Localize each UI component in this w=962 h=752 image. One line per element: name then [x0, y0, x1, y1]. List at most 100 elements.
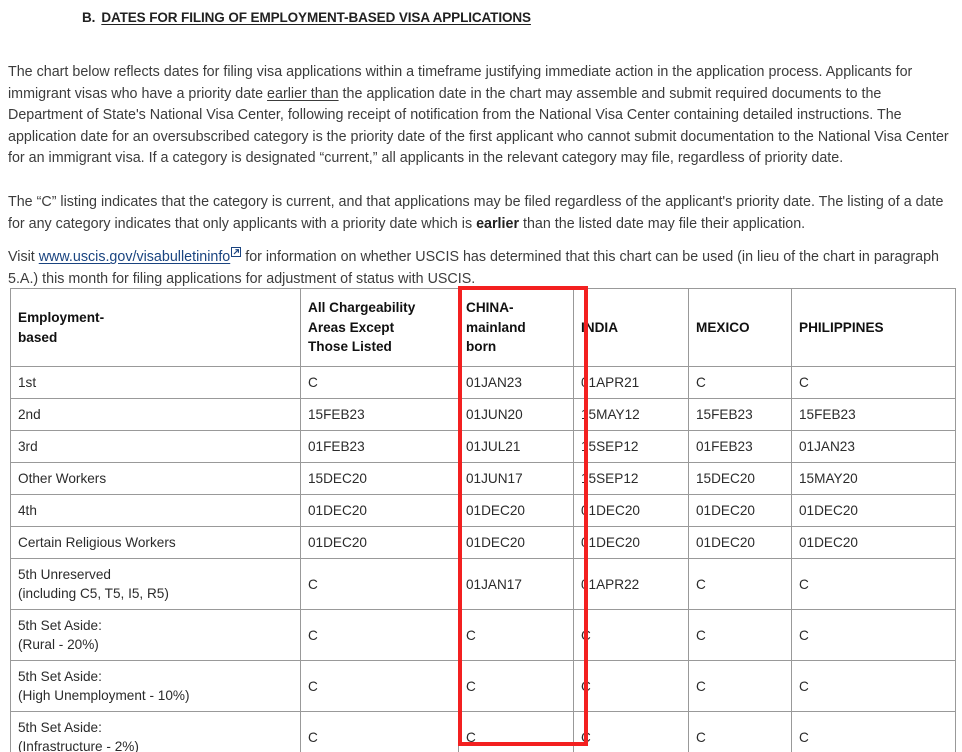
header-line-1: Employment-: [18, 310, 105, 325]
table-row: 4th 01DEC20 01DEC20 01DEC20 01DEC20 01DEC20: [10, 494, 956, 527]
cell-philippines: C: [791, 366, 956, 399]
employment-based-filing-dates-table: Employment- based All Chargeability Area…: [10, 288, 956, 752]
header-line-2: Areas Except: [308, 319, 395, 335]
para2-part1: The “C” listing indicates that the categ…: [8, 194, 944, 232]
section-letter: B.: [82, 10, 96, 25]
cell-india: 01APR22: [573, 558, 689, 610]
para2-bold-word: earlier: [476, 215, 520, 232]
header-line-1: MEXICO: [696, 319, 750, 335]
category-line-1: Other Workers: [18, 471, 107, 486]
table-row: 2nd 15FEB23 01JUN20 15MAY12 15FEB23 15FEB23: [10, 398, 956, 431]
header-line-2: mainland: [466, 319, 526, 335]
cell-china-mainland-born: 01DEC20: [458, 526, 574, 559]
cell-india: 15MAY12: [573, 398, 689, 431]
cell-mexico: C: [688, 558, 792, 610]
cell-category: 5th Set Aside: (High Unemployment - 10%): [10, 660, 301, 712]
cell-mexico: 15FEB23: [688, 398, 792, 431]
cell-mexico: 15DEC20: [688, 462, 792, 495]
table-row: 1st C 01JAN23 01APR21 C C: [10, 366, 956, 399]
cell-india: 01DEC20: [573, 526, 689, 559]
para3-part1: Visit: [8, 249, 39, 266]
cell-mexico: 01FEB23: [688, 430, 792, 463]
cell-mexico: C: [688, 711, 792, 752]
cell-philippines: 01DEC20: [791, 526, 956, 559]
category-line-1: 3rd: [18, 439, 38, 454]
table-row: 5th Set Aside: (Infrastructure - 2%) C C C C C: [10, 711, 956, 752]
cell-mexico: 01DEC20: [688, 526, 792, 559]
column-header-philippines: PHILIPPINES: [791, 288, 956, 367]
table-body: 1st C 01JAN23 01APR21 C C 2nd 15FEB23 01JUN20 15M…: [10, 366, 956, 752]
cell-philippines: C: [791, 558, 956, 610]
cell-all-chargeability: 15FEB23: [300, 398, 459, 431]
cell-china-mainland-born: C: [458, 660, 574, 712]
cell-india: C: [573, 711, 689, 752]
uscis-visabulletininfo-link[interactable]: www.uscis.gov/visabulletininfo: [39, 249, 231, 265]
cell-china-mainland-born: 01DEC20: [458, 494, 574, 527]
cell-china-mainland-born: 01JAN23: [458, 366, 574, 399]
header-line-3: born: [466, 339, 497, 355]
cell-china-mainland-born: C: [458, 711, 574, 752]
column-header-all-chargeability-areas: All Chargeability Areas Except Those Lis…: [300, 288, 459, 367]
category-line-2: (High Unemployment - 10%): [18, 688, 190, 703]
cell-all-chargeability: C: [300, 558, 459, 610]
cell-category: 2nd: [10, 398, 301, 431]
category-line-1: 4th: [18, 503, 37, 518]
cell-china-mainland-born: 01JAN17: [458, 558, 574, 610]
cell-china-mainland-born: 01JUL21: [458, 430, 574, 463]
cell-india: 01APR21: [573, 366, 689, 399]
para1-underlined-phrase: earlier than: [267, 85, 339, 102]
para1-part1: The chart below reflects dates for filin…: [8, 64, 913, 102]
header-line-2: based: [18, 329, 58, 345]
category-line-2: (Rural - 20%): [18, 637, 99, 652]
table-row: Certain Religious Workers 01DEC20 01DEC20 0…: [10, 526, 956, 559]
cell-category: 1st: [10, 366, 301, 399]
paragraph-uscis-visit: Visit www.uscis.gov/visabulletininfo for…: [8, 247, 958, 290]
header-line-3: Those Listed: [308, 339, 392, 355]
cell-all-chargeability: 01DEC20: [300, 494, 459, 527]
header-line-1: All Chargeability: [308, 300, 416, 316]
para2-part2: than the listed date may file their appl…: [519, 215, 806, 232]
section-title-text: DATES FOR FILING OF EMPLOYMENT-BASED VIS…: [101, 10, 531, 25]
cell-philippines: 01DEC20: [791, 494, 956, 527]
cell-philippines: C: [791, 660, 956, 712]
category-line-1: 5th Set Aside:: [18, 618, 102, 633]
cell-india: 15SEP12: [573, 462, 689, 495]
header-line-1: PHILIPPINES: [799, 319, 884, 335]
cell-all-chargeability: C: [300, 366, 459, 399]
category-line-1: 5th Set Aside:: [18, 720, 102, 735]
cell-all-chargeability: C: [300, 609, 459, 661]
cell-philippines: 01JAN23: [791, 430, 956, 463]
cell-category: 5th Unreserved (including C5, T5, I5, R5): [10, 558, 301, 610]
link-label: www.uscis.gov/visabulletininfo: [38, 249, 231, 266]
cell-all-chargeability: C: [300, 660, 459, 712]
category-line-1: 5th Set Aside:: [18, 669, 102, 684]
cell-china-mainland-born: C: [458, 609, 574, 661]
category-line-2: (Infrastructure - 2%): [18, 739, 139, 752]
para1-part2: the application date in the chart may as…: [8, 85, 949, 167]
cell-philippines: 15MAY20: [791, 462, 956, 495]
category-line-1: 2nd: [18, 407, 41, 422]
table-row: 5th Set Aside: (High Unemployment - 10%) C…: [10, 660, 956, 712]
para3-part2: for information on whether USCIS has det…: [8, 249, 940, 287]
category-line-1: 5th Unreserved: [18, 567, 111, 582]
cell-india: C: [573, 609, 689, 661]
table-row: 5th Set Aside: (Rural - 20%) C C C C C: [10, 609, 956, 661]
cell-all-chargeability: 01DEC20: [300, 526, 459, 559]
paragraph-c-listing-explanation: The “C” listing indicates that the categ…: [8, 192, 958, 235]
header-line-1: INDIA: [581, 319, 619, 335]
cell-philippines: C: [791, 609, 956, 661]
cell-india: C: [573, 660, 689, 712]
table-row: 5th Unreserved (including C5, T5, I5, R5)…: [10, 558, 956, 610]
header-line-1: CHINA-: [466, 300, 514, 316]
cell-mexico: C: [688, 609, 792, 661]
external-link-icon: [231, 247, 242, 258]
category-line-2: (including C5, T5, I5, R5): [18, 586, 169, 601]
cell-category: Certain Religious Workers: [10, 526, 301, 559]
page-title: B. DATES FOR FILING OF EMPLOYMENT-BASED V…: [82, 10, 531, 25]
paragraph-filing-dates-explanation: The chart below reflects dates for filin…: [8, 62, 958, 170]
table-row: Other Workers 15DEC20 01JUN17 15SEP12 15DEC2…: [10, 462, 956, 495]
cell-mexico: C: [688, 660, 792, 712]
column-header-china-mainland-born: CHINA- mainland born: [458, 288, 574, 367]
cell-all-chargeability: 15DEC20: [300, 462, 459, 495]
